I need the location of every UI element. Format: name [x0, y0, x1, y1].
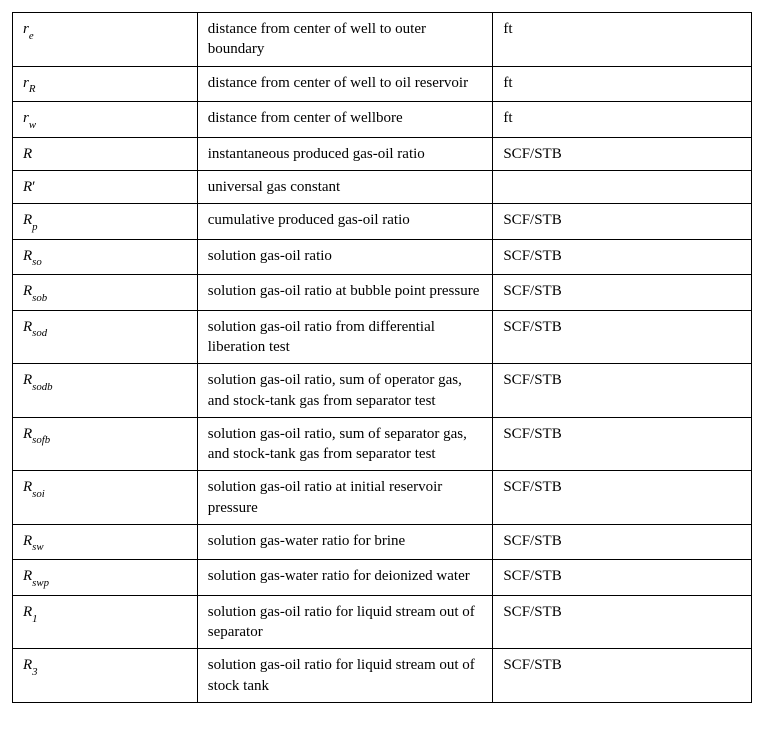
symbol-subscript: sw — [32, 541, 43, 553]
symbol-subscript: w — [29, 119, 36, 131]
symbol-cell: Rsoi — [13, 471, 198, 525]
symbol-base: R — [23, 657, 32, 673]
table-row: Rinstantaneous produced gas-oil ratioSCF… — [13, 137, 752, 170]
unit-cell — [493, 170, 752, 203]
table-row: Rswsolution gas-water ratio for brineSCF… — [13, 524, 752, 560]
unit-cell: SCF/STB — [493, 364, 752, 418]
symbol-subscript: sob — [32, 292, 47, 304]
definition-cell: solution gas-oil ratio, sum of operator … — [197, 364, 493, 418]
definition-cell: solution gas-oil ratio at bubble point p… — [197, 275, 493, 311]
symbol-base: r — [23, 110, 29, 126]
table-row: Rsodsolution gas-oil ratio from differen… — [13, 310, 752, 364]
table-row: R′universal gas constant — [13, 170, 752, 203]
symbol-base: R — [23, 179, 32, 195]
symbol-cell: Rso — [13, 239, 198, 275]
unit-cell: SCF/STB — [493, 417, 752, 471]
definition-cell: instantaneous produced gas-oil ratio — [197, 137, 493, 170]
symbol-cell: rw — [13, 102, 198, 138]
table-row: R1solution gas-oil ratio for liquid stre… — [13, 595, 752, 649]
symbol-base: R — [23, 479, 32, 495]
unit-cell: SCF/STB — [493, 595, 752, 649]
symbol-cell: Rsofb — [13, 417, 198, 471]
symbol-subscript: sodb — [32, 381, 52, 393]
symbol-subscript: sofb — [32, 434, 50, 446]
table-row: redistance from center of well to outer … — [13, 13, 752, 67]
symbol-cell: R1 — [13, 595, 198, 649]
unit-cell: SCF/STB — [493, 204, 752, 240]
definition-cell: solution gas-oil ratio, sum of separator… — [197, 417, 493, 471]
unit-cell: SCF/STB — [493, 649, 752, 703]
symbol-base: R — [23, 426, 32, 442]
table-row: rwdistance from center of wellboreft — [13, 102, 752, 138]
symbol-subscript: R — [29, 83, 36, 95]
unit-cell: SCF/STB — [493, 524, 752, 560]
symbol-base: R — [23, 248, 32, 264]
unit-cell: ft — [493, 66, 752, 102]
symbol-base: R — [23, 533, 32, 549]
symbol-base: R — [23, 372, 32, 388]
table-row: rRdistance from center of well to oil re… — [13, 66, 752, 102]
symbol-base: R — [23, 568, 32, 584]
symbol-cell: R3 — [13, 649, 198, 703]
table-row: Rpcumulative produced gas-oil ratioSCF/S… — [13, 204, 752, 240]
definition-cell: solution gas-oil ratio at initial reserv… — [197, 471, 493, 525]
symbol-cell: Rswp — [13, 560, 198, 596]
definition-cell: solution gas-water ratio for deionized w… — [197, 560, 493, 596]
unit-cell: SCF/STB — [493, 560, 752, 596]
symbol-cell: R — [13, 137, 198, 170]
table-row: Rsobsolution gas-oil ratio at bubble poi… — [13, 275, 752, 311]
symbol-cell: Rsob — [13, 275, 198, 311]
symbol-base: R — [23, 283, 32, 299]
definition-cell: solution gas-water ratio for brine — [197, 524, 493, 560]
symbol-cell: R′ — [13, 170, 198, 203]
symbol-base: R — [23, 212, 32, 228]
symbol-base: r — [23, 21, 29, 37]
definition-cell: solution gas-oil ratio for liquid stream… — [197, 649, 493, 703]
symbol-cell: Rsw — [13, 524, 198, 560]
symbol-cell: Rsod — [13, 310, 198, 364]
definition-cell: universal gas constant — [197, 170, 493, 203]
symbol-base: r — [23, 75, 29, 91]
definition-cell: solution gas-oil ratio — [197, 239, 493, 275]
symbol-subscript: 3 — [32, 666, 37, 678]
table-row: R3solution gas-oil ratio for liquid stre… — [13, 649, 752, 703]
symbol-subscript: 1 — [32, 613, 37, 625]
unit-cell: SCF/STB — [493, 275, 752, 311]
symbol-cell: re — [13, 13, 198, 67]
definition-cell: distance from center of well to oil rese… — [197, 66, 493, 102]
unit-cell: SCF/STB — [493, 471, 752, 525]
symbol-base: R — [23, 604, 32, 620]
symbol-prime: ′ — [32, 179, 35, 195]
symbol-cell: rR — [13, 66, 198, 102]
unit-cell: SCF/STB — [493, 310, 752, 364]
table-row: Rsoisolution gas-oil ratio at initial re… — [13, 471, 752, 525]
symbol-cell: Rsodb — [13, 364, 198, 418]
definition-cell: cumulative produced gas-oil ratio — [197, 204, 493, 240]
unit-cell: ft — [493, 102, 752, 138]
symbol-base: R — [23, 319, 32, 335]
table-row: Rswpsolution gas-water ratio for deioniz… — [13, 560, 752, 596]
symbol-subscript: so — [32, 256, 42, 268]
definition-cell: distance from center of well to outer bo… — [197, 13, 493, 67]
symbol-subscript: sod — [32, 327, 47, 339]
unit-cell: SCF/STB — [493, 137, 752, 170]
symbol-subscript: e — [29, 30, 34, 42]
unit-cell: SCF/STB — [493, 239, 752, 275]
unit-cell: ft — [493, 13, 752, 67]
symbol-subscript: p — [32, 221, 37, 233]
symbol-base: R — [23, 146, 32, 162]
definition-cell: solution gas-oil ratio for liquid stream… — [197, 595, 493, 649]
definition-cell: distance from center of wellbore — [197, 102, 493, 138]
table-row: Rsosolution gas-oil ratioSCF/STB — [13, 239, 752, 275]
table-row: Rsodbsolution gas-oil ratio, sum of oper… — [13, 364, 752, 418]
table-row: Rsofbsolution gas-oil ratio, sum of sepa… — [13, 417, 752, 471]
nomenclature-table: redistance from center of well to outer … — [12, 12, 752, 703]
symbol-subscript: soi — [32, 488, 45, 500]
symbol-subscript: swp — [32, 577, 49, 589]
symbol-cell: Rp — [13, 204, 198, 240]
definition-cell: solution gas-oil ratio from differential… — [197, 310, 493, 364]
